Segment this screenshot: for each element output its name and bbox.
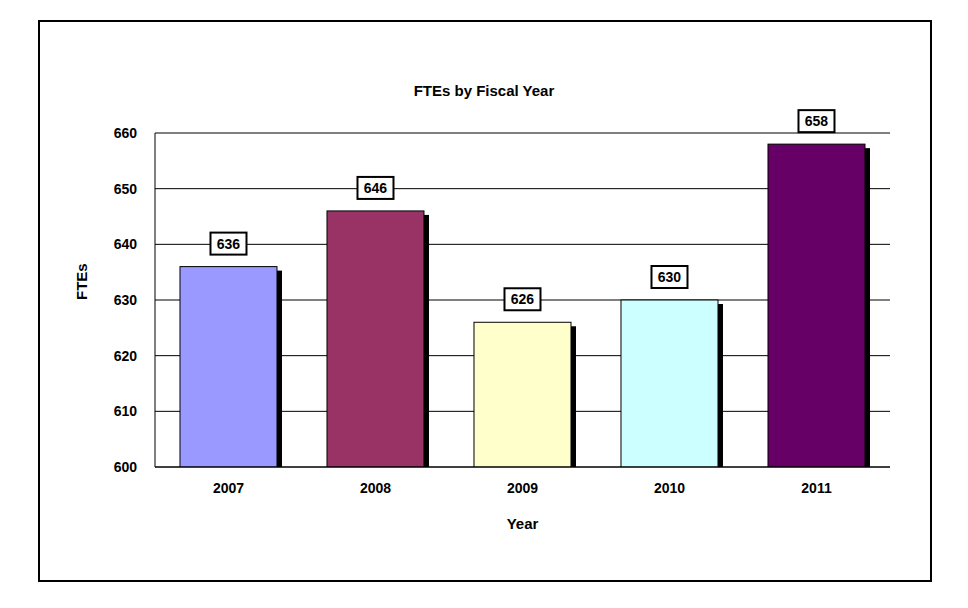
svg-text:2007: 2007 <box>213 480 244 496</box>
svg-text:640: 640 <box>114 236 138 252</box>
svg-text:FTEs: FTEs <box>73 263 90 300</box>
svg-text:660: 660 <box>114 125 138 141</box>
html-text:FTEs by Fiscal Year: FTEs by Fiscal Year <box>413 82 555 99</box>
svg-text:2009: 2009 <box>507 480 538 496</box>
svg-text:600: 600 <box>114 459 138 475</box>
svg-text:630: 630 <box>658 269 682 285</box>
svg-text:646: 646 <box>364 180 388 196</box>
svg-text:630: 630 <box>114 292 138 308</box>
svg-text:626: 626 <box>511 291 535 307</box>
svg-text:2008: 2008 <box>360 480 391 496</box>
svg-text:2010: 2010 <box>654 480 685 496</box>
svg-text:658: 658 <box>805 113 829 129</box>
svg-text:2011: 2011 <box>801 480 832 496</box>
svg-text:650: 650 <box>114 181 138 197</box>
svg-text:620: 620 <box>114 348 138 364</box>
svg-text:636: 636 <box>217 236 241 252</box>
svg-text:Year: Year <box>507 515 539 532</box>
svg-text:610: 610 <box>114 403 138 419</box>
